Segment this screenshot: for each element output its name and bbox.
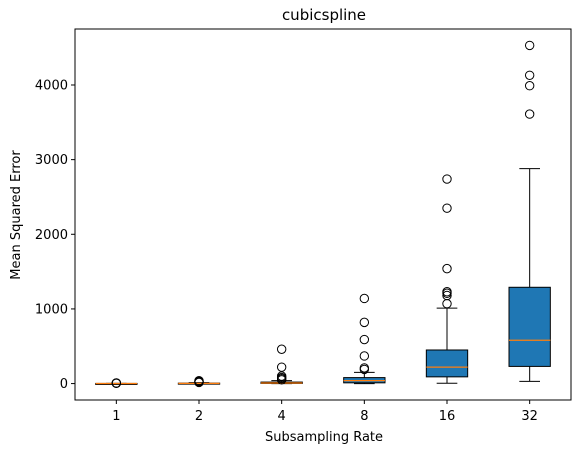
outlier-point xyxy=(111,378,122,388)
y-axis-label: Mean Squared Error xyxy=(9,150,24,280)
outlier-point xyxy=(442,203,452,213)
plot-frame xyxy=(74,28,572,401)
outlier-point xyxy=(276,344,287,354)
box-iqr xyxy=(425,349,469,378)
y-tick-label: 0 xyxy=(60,377,68,392)
outlier-point xyxy=(359,334,370,345)
outlier-point xyxy=(359,293,370,304)
plot-area: 0 1000 2000 3000 4000 1 2 4 8 16 32 xyxy=(35,28,572,424)
outlier-point xyxy=(359,351,370,361)
outlier-point xyxy=(442,287,452,297)
outlier-point xyxy=(442,290,452,301)
x-tick-label: 1 xyxy=(112,409,120,424)
outlier-point xyxy=(524,40,535,51)
x-tick-label: 2 xyxy=(195,409,203,424)
chart-title: cubicspline xyxy=(282,6,366,24)
outlier-point xyxy=(276,371,287,381)
x-tick-label: 8 xyxy=(360,409,368,424)
x-axis-label: Subsampling Rate xyxy=(265,430,383,445)
outlier-point xyxy=(442,263,452,274)
outlier-point xyxy=(524,109,535,119)
outlier-point xyxy=(359,363,370,373)
y-tick-label: 1000 xyxy=(35,302,68,317)
outlier-point xyxy=(276,362,287,372)
x-tick-label: 4 xyxy=(278,409,286,424)
y-tick-label: 2000 xyxy=(35,228,68,243)
outlier-point xyxy=(524,70,535,80)
x-tick-label: 16 xyxy=(439,409,456,424)
outlier-point xyxy=(442,299,452,309)
outlier-point xyxy=(359,317,370,328)
box-iqr xyxy=(508,286,551,367)
y-tick-label: 4000 xyxy=(35,78,68,93)
y-tick-label: 3000 xyxy=(35,153,68,168)
outlier-point xyxy=(442,174,452,184)
outlier-point xyxy=(524,81,535,91)
x-tick-label: 32 xyxy=(521,409,538,424)
outlier-point xyxy=(194,376,204,386)
